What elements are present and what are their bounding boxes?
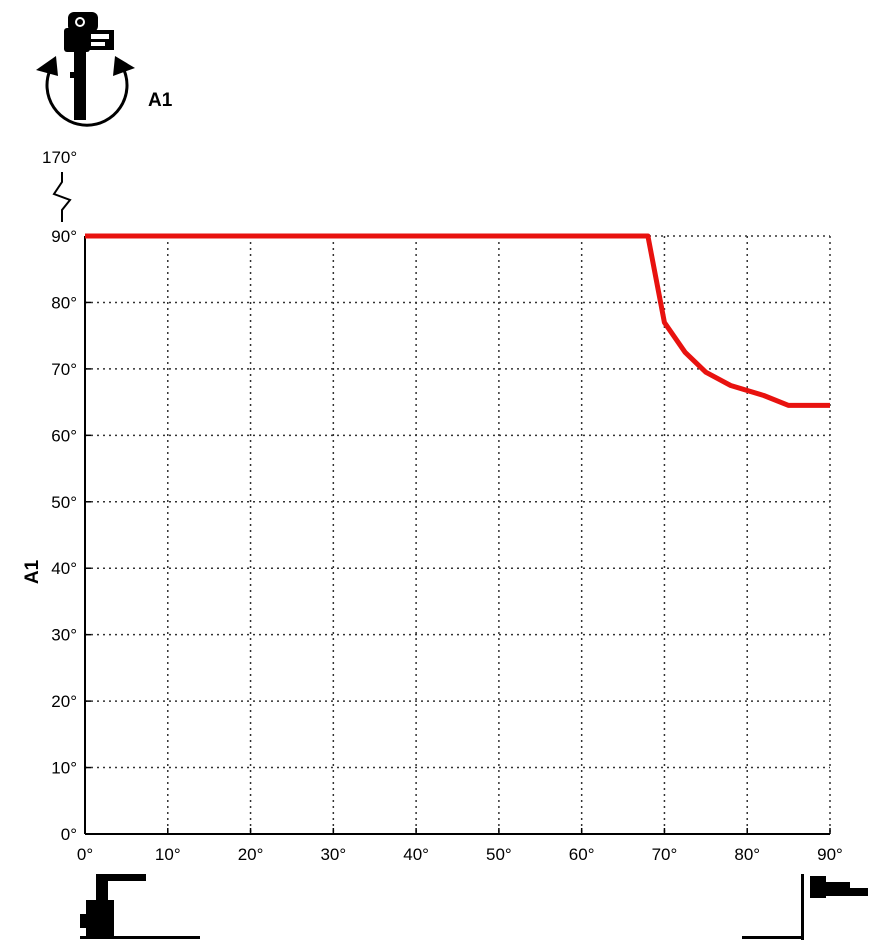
- series-line: [85, 233, 830, 408]
- y-tick-label: 90°: [51, 227, 77, 246]
- y-tick-label: 70°: [51, 360, 77, 379]
- x-tick-label: 80°: [734, 845, 760, 864]
- robot-arm-horizontal-icon: [742, 874, 868, 940]
- x-tick-label: 10°: [155, 845, 181, 864]
- grid: [85, 235, 831, 834]
- y-tick-label: 10°: [51, 759, 77, 778]
- series-layer: [85, 233, 830, 408]
- x-tick-label: 60°: [569, 845, 595, 864]
- y-tick-label: 60°: [51, 426, 77, 445]
- x-tick-label: 90°: [817, 845, 843, 864]
- y-break-label: 170°: [42, 148, 77, 167]
- y-tick-label: 30°: [51, 626, 77, 645]
- y-tick-label: 50°: [51, 493, 77, 512]
- x-tick-label: 0°: [77, 845, 93, 864]
- y-tick-label: 20°: [51, 692, 77, 711]
- axis-icon-label: A1: [148, 90, 173, 111]
- y-tick-label: 80°: [51, 293, 77, 312]
- x-tick-label: 40°: [403, 845, 429, 864]
- x-tick-label: 20°: [238, 845, 264, 864]
- robot-axis-a1-rotation-icon: [36, 12, 135, 127]
- y-axis-title: A1: [22, 559, 43, 584]
- x-tick-label: 50°: [486, 845, 512, 864]
- y-axis-break-mark: [52, 172, 72, 222]
- tick-labels: 0° 10° 20° 30° 40° 50° 60° 70° 80° 90° 0° 10° 20° 30°…: [51, 227, 843, 864]
- y-tick-label: 40°: [51, 559, 77, 578]
- y-tick-label: 0°: [61, 825, 77, 844]
- axes: [84, 236, 830, 835]
- robot-arm-vertical-icon: [80, 874, 200, 939]
- x-tick-label: 70°: [652, 845, 678, 864]
- x-tick-label: 30°: [320, 845, 346, 864]
